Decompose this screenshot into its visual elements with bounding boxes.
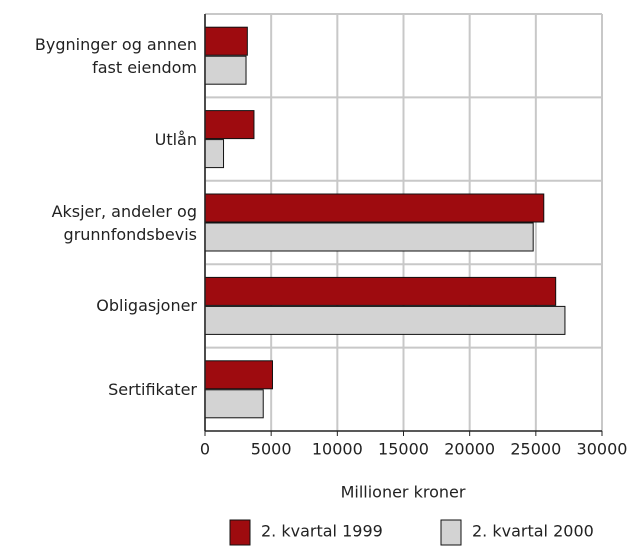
bar	[204, 305, 566, 335]
x-tick-label: 20000	[444, 440, 495, 459]
y-tick-label: Utlån	[154, 129, 197, 149]
bar	[204, 276, 557, 306]
bar	[204, 26, 248, 56]
x-tick-label: 30000	[577, 440, 628, 459]
x-tick-label: 0	[200, 440, 210, 459]
bar	[204, 139, 225, 169]
y-tick-label: Obligasjoner	[96, 296, 197, 316]
legend-swatch	[229, 519, 251, 546]
bar	[204, 193, 545, 223]
legend-label: 2. kvartal 2000	[472, 522, 594, 541]
bar	[204, 110, 255, 140]
x-tick-label: 5000	[251, 440, 292, 459]
y-tick-label: Sertifikater	[108, 379, 197, 399]
bar	[204, 55, 247, 85]
x-tick-label: 25000	[510, 440, 561, 459]
bar	[204, 389, 264, 419]
x-tick-label: 10000	[312, 440, 363, 459]
y-tick-label: Aksjer, andeler og grunnfondsbevis	[51, 201, 197, 244]
bar	[204, 222, 534, 252]
legend-label: 2. kvartal 1999	[261, 522, 383, 541]
bar	[204, 360, 273, 390]
x-axis-title: Millioner kroner	[341, 483, 466, 502]
legend-swatch	[440, 519, 462, 546]
x-tick-label: 15000	[378, 440, 429, 459]
y-tick-label: Bygninger og annen fast eiendom	[34, 34, 197, 77]
